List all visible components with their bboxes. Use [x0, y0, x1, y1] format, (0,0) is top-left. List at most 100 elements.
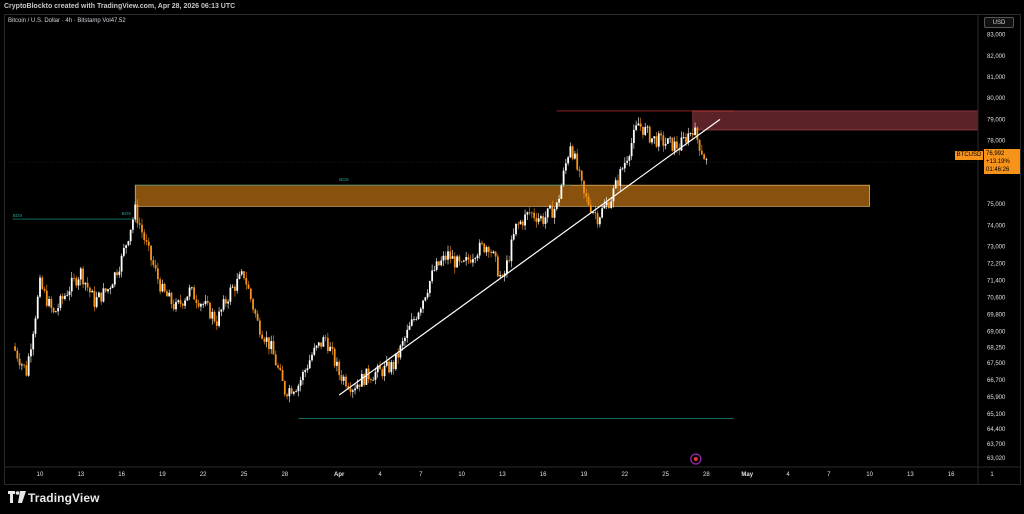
candle-body	[66, 295, 69, 296]
candle-body	[592, 212, 594, 213]
currency-button[interactable]: USD	[984, 17, 1014, 28]
candle-body	[460, 261, 463, 263]
candle-body	[660, 133, 662, 136]
candle-body	[617, 180, 619, 186]
time-tick-label: 1	[990, 472, 994, 478]
price-tick-label: 74,000	[987, 223, 1006, 229]
time-tick-label: 25	[241, 472, 248, 478]
candle-body	[299, 380, 302, 386]
candle-body	[492, 251, 495, 253]
candle-body	[506, 260, 508, 274]
candle-body	[363, 374, 366, 385]
candle-body	[451, 256, 454, 259]
price-tick-label: 71,400	[987, 279, 1006, 285]
candle-body	[612, 188, 615, 202]
candle-body	[150, 245, 152, 261]
candle-body	[512, 234, 515, 240]
price-tick-label: 78,000	[987, 139, 1006, 145]
candle-body	[370, 379, 372, 381]
time-tick-label: Apr	[334, 472, 345, 478]
candle-body	[154, 264, 157, 269]
axis-layer: 83,000 82,000 81,000 80,000 79,000 78,000 75,0…	[4, 15, 1020, 484]
candle-body	[408, 325, 411, 330]
candle-body	[594, 212, 597, 214]
candle-body	[578, 169, 581, 171]
candle-body	[52, 307, 55, 313]
candle-body	[442, 255, 445, 261]
chart-attribution: CryptoBlockto created with TradingView.c…	[4, 3, 236, 10]
candle-body	[227, 301, 230, 304]
price-tick-label: 63,700	[987, 442, 1006, 448]
candle-body	[490, 251, 492, 253]
candle-body	[644, 127, 647, 135]
candle-body	[671, 137, 674, 151]
candle-body	[630, 143, 633, 157]
candle-body	[666, 138, 669, 144]
candle-body	[41, 277, 44, 290]
candle-body	[474, 258, 477, 260]
candle-body	[265, 337, 268, 342]
time-tick-label: 4	[786, 472, 790, 478]
candle-body	[691, 133, 694, 136]
price-tick-label: 70,600	[987, 296, 1006, 302]
candle-body	[626, 160, 628, 163]
bos-label: BOS	[13, 213, 23, 218]
candle-body	[628, 156, 631, 161]
symbol-legend[interactable]: Bitcoin / U.S. Dollar · 4h · Bitstamp Vo…	[8, 18, 126, 24]
candle-body	[533, 212, 536, 218]
candle-body	[268, 337, 270, 350]
candle-body	[696, 127, 699, 140]
time-tick-label: 13	[907, 472, 914, 478]
candle-body	[258, 320, 261, 335]
tradingview-logo-icon[interactable]	[8, 491, 26, 503]
candle-body	[59, 296, 62, 308]
candle-body	[376, 365, 379, 373]
candle-body	[50, 298, 53, 308]
candle-body	[172, 304, 175, 310]
candle-body	[193, 287, 196, 300]
candle-body	[302, 371, 304, 381]
candle-body	[98, 292, 100, 298]
candle-body	[515, 223, 517, 235]
candle-body	[587, 196, 590, 206]
price-tick-label: 79,000	[987, 117, 1006, 123]
candle-body	[107, 289, 109, 292]
time-tick-label: 22	[621, 472, 628, 478]
footer	[0, 485, 1024, 514]
candle-body	[240, 271, 243, 275]
candle-body	[338, 361, 341, 376]
candle-body	[385, 361, 388, 366]
candle-body	[256, 313, 259, 321]
candle-body	[109, 288, 112, 290]
candle-body	[469, 259, 472, 263]
candle-body	[163, 283, 166, 292]
candle-body	[401, 341, 404, 346]
candle-body	[694, 127, 696, 136]
candle-body	[417, 312, 420, 319]
candle-body	[292, 391, 295, 394]
candle-body	[449, 251, 452, 259]
candle-body	[485, 247, 488, 253]
price-tick-label: 66,700	[987, 378, 1006, 384]
candle-body	[453, 256, 456, 268]
candle-body	[304, 370, 307, 372]
candle-body	[603, 205, 606, 209]
candle-body	[73, 277, 75, 279]
zone-layer	[134, 110, 979, 207]
candle-body	[277, 365, 279, 368]
candle-body	[333, 348, 336, 366]
price-tick-label: 67,500	[987, 361, 1006, 367]
bar-countdown: 01:46:26	[986, 167, 1010, 173]
candle-body	[703, 154, 706, 160]
candle-body	[186, 296, 189, 301]
last-price-value: 76,992	[986, 151, 1005, 157]
price-tick-label: 75,000	[987, 202, 1006, 208]
price-tick-label: 69,000	[987, 329, 1006, 335]
candle-body	[27, 356, 30, 376]
candle-body	[213, 311, 216, 322]
candle-body	[553, 208, 556, 218]
candle-body	[456, 256, 458, 268]
candle-body	[360, 374, 363, 387]
tradingview-logo-text[interactable]: TradingView	[28, 491, 100, 505]
